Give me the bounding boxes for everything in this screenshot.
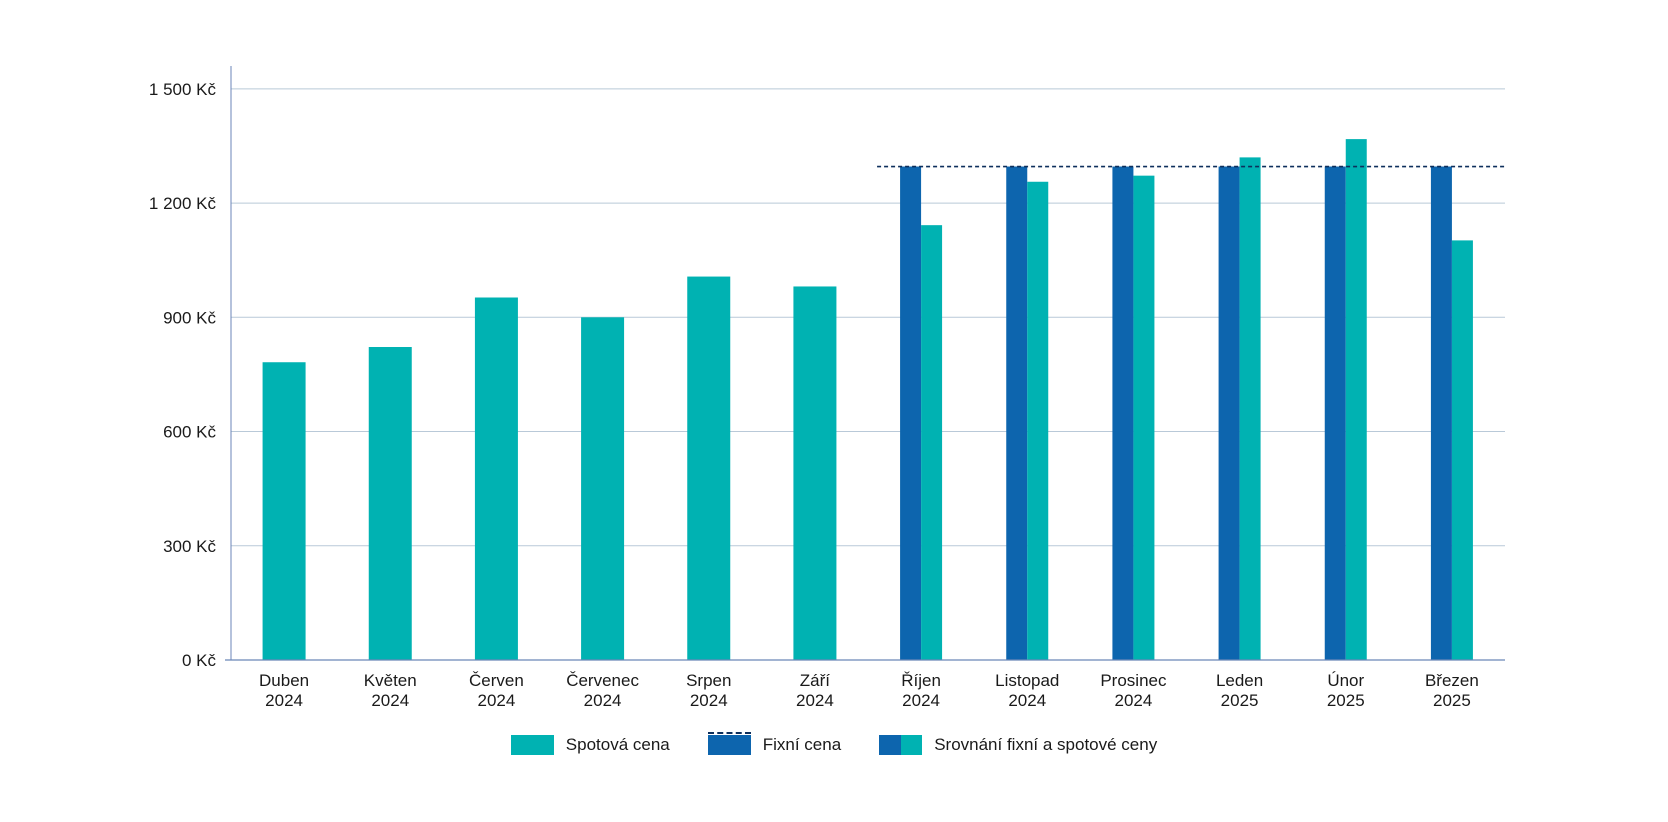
x-tick-label-year: 2024 xyxy=(265,691,303,710)
x-tick-label-month: Září xyxy=(800,671,831,690)
bar-spot xyxy=(793,286,837,660)
legend: Spotová cena Fixní cena Srovnání fixní a… xyxy=(0,732,1668,755)
x-tick-label-month: Duben xyxy=(259,671,309,690)
bar-spot xyxy=(1027,181,1049,660)
x-tick-label-month: Listopad xyxy=(995,671,1059,690)
bar-spot xyxy=(262,362,306,660)
x-tick-label-month: Červenec xyxy=(566,671,639,690)
y-tick-label: 0 Kč xyxy=(182,651,217,670)
x-tick-label-month: Březen xyxy=(1425,671,1479,690)
legend-label-compare: Srovnání fixní a spotové ceny xyxy=(934,735,1158,754)
x-tick-label-month: Prosinec xyxy=(1100,671,1167,690)
bar-fixed xyxy=(1006,166,1028,660)
legend-item-compare: Srovnání fixní a spotové ceny xyxy=(879,735,1157,755)
bar-spot xyxy=(1239,157,1261,660)
bar-fixed xyxy=(1324,166,1346,660)
x-tick-label-year: 2024 xyxy=(371,691,409,710)
x-tick-label-month: Květen xyxy=(364,671,417,690)
y-tick-label: 1 500 Kč xyxy=(149,80,217,99)
bar-spot xyxy=(1451,240,1473,660)
bar-spot xyxy=(921,225,943,660)
bar-spot xyxy=(1345,139,1367,661)
legend-swatch-compare xyxy=(879,735,923,755)
gridlines xyxy=(231,88,1505,547)
bar-spot xyxy=(581,317,625,660)
x-tick-label-month: Červen xyxy=(469,671,524,690)
bar-spot xyxy=(474,297,518,660)
x-tick-label-month: Srpen xyxy=(686,671,731,690)
legend-swatch-spot xyxy=(510,735,554,755)
x-tick-label-year: 2025 xyxy=(1221,691,1259,710)
y-tick-label: 300 Kč xyxy=(163,537,216,556)
x-tick-label-year: 2024 xyxy=(796,691,834,710)
bar-spot xyxy=(1133,175,1155,660)
x-tick-label-month: Únor xyxy=(1327,671,1364,690)
y-tick-label: 600 Kč xyxy=(163,423,216,442)
legend-item-spot: Spotová cena xyxy=(510,735,670,755)
bar-fixed xyxy=(1218,166,1240,660)
x-tick-label-year: 2024 xyxy=(1115,691,1153,710)
legend-label-spot: Spotová cena xyxy=(565,735,670,754)
x-tick-label-year: 2024 xyxy=(1008,691,1046,710)
x-tick-label-year: 2024 xyxy=(584,691,622,710)
legend-swatch-compare-fixed xyxy=(879,735,901,755)
bar-fixed xyxy=(1430,166,1452,660)
x-tick-label-month: Říjen xyxy=(901,671,941,690)
bar-fixed xyxy=(1112,166,1134,660)
bar-fixed xyxy=(900,166,922,660)
x-tick-label-year: 2025 xyxy=(1433,691,1471,710)
bar-spot xyxy=(368,347,412,660)
x-tick-label-year: 2024 xyxy=(690,691,728,710)
x-tick-label-year: 2024 xyxy=(902,691,940,710)
axes xyxy=(225,66,1505,661)
y-tick-label: 900 Kč xyxy=(163,308,216,327)
y-axis-tick-labels: 0 Kč 300 Kč 600 Kč 900 Kč 1 200 Kč 1 500 Kč xyxy=(149,80,217,670)
x-axis-tick-labels: Duben2024Květen2024Červen2024Červenec202… xyxy=(259,671,1479,710)
bars xyxy=(262,139,1473,661)
x-tick-label-year: 2025 xyxy=(1327,691,1365,710)
legend-item-fixed: Fixní cena xyxy=(707,732,842,755)
bar-spot xyxy=(687,276,731,660)
legend-swatch-compare-spot xyxy=(900,735,923,755)
x-tick-label-year: 2024 xyxy=(478,691,516,710)
y-tick-label: 1 200 Kč xyxy=(149,194,217,213)
x-tick-label-month: Leden xyxy=(1216,671,1263,690)
legend-swatch-fixed xyxy=(707,732,751,755)
legend-label-fixed: Fixní cena xyxy=(762,735,842,754)
